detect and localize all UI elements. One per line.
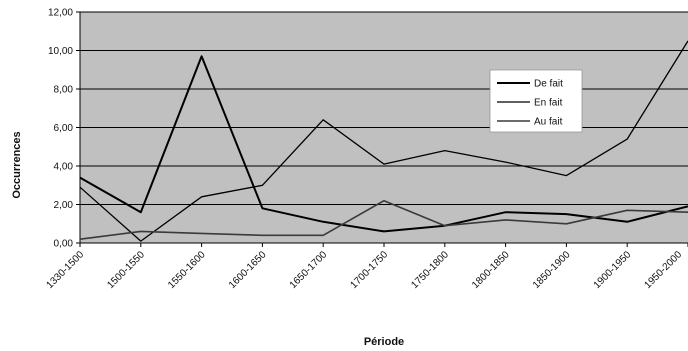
legend-label: De fait [534, 79, 563, 90]
y-tick-label: 10,00 [48, 46, 73, 57]
legend-label: Au fait [534, 117, 563, 128]
x-tick-label: 1700-1750 [349, 249, 391, 291]
series-line-au-fait [79, 199, 688, 240]
x-tick-label: 1500-1550 [105, 249, 147, 291]
y-tick-label: 0,00 [54, 239, 74, 250]
y-tick-label: 4,00 [54, 162, 74, 173]
x-tick-label: 1900-1950 [592, 249, 634, 291]
x-tick-label: 1600-1650 [227, 249, 269, 291]
x-tick-label: 1750-1800 [409, 249, 451, 291]
x-tick-label: 1850-1900 [531, 249, 573, 291]
series-line-de-fait [79, 55, 688, 233]
series-lines [79, 40, 688, 242]
y-tick-label: 2,00 [54, 200, 74, 211]
y-tick-label: 8,00 [54, 85, 74, 96]
series-line-en-fait [79, 40, 688, 242]
x-tick-label: 1550-1600 [166, 249, 208, 291]
legend: De fait En fait Au fait [489, 69, 583, 133]
x-tick-label: 1650-1700 [288, 249, 330, 291]
y-axis: 0,00 2,00 4,00 6,00 8,00 10,00 12,00 [48, 8, 81, 250]
x-tick-label: 1800-1850 [470, 249, 512, 291]
y-tick-label: 12,00 [48, 8, 73, 19]
y-axis-title: Occurrences [11, 131, 23, 198]
y-tick-label: 6,00 [54, 123, 74, 134]
x-tick-label: 1330-1500 [45, 249, 87, 291]
x-tick-label: 1950-2000 [643, 249, 685, 291]
x-axis: 1330-1500 1500-1550 1550-1600 1600-1650 1650… [45, 242, 688, 291]
x-axis-title: Période [364, 336, 404, 348]
legend-label: En fait [534, 98, 563, 109]
